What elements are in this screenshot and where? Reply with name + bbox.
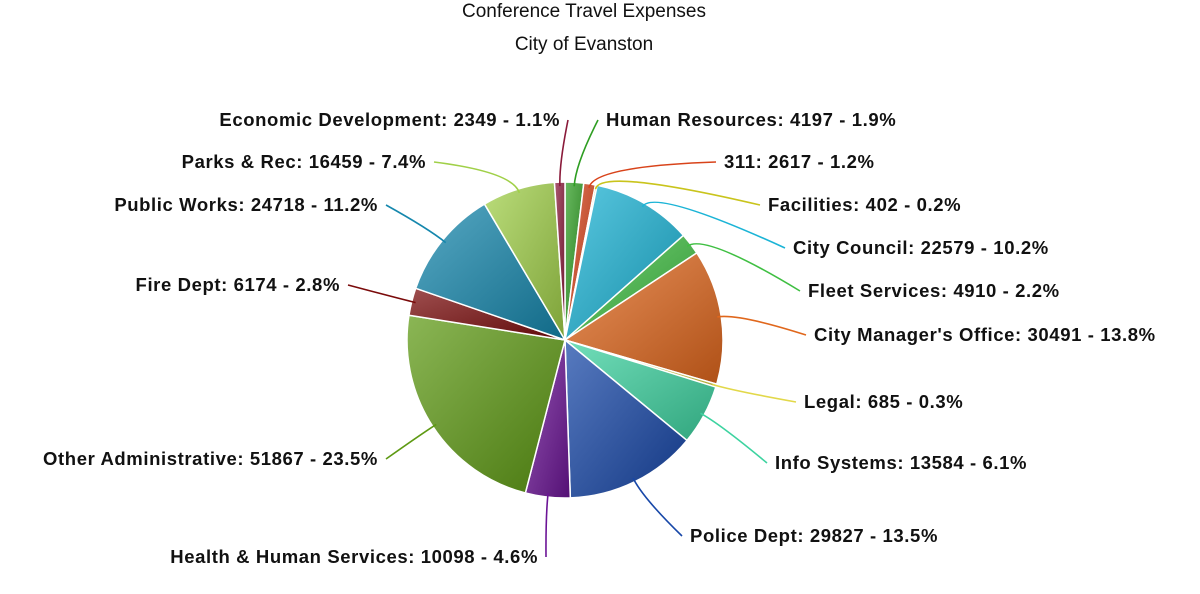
leader-line-public-works (385, 204, 447, 244)
slice-label-parks-rec: Parks & Rec: 16459 - 7.4% (182, 151, 426, 172)
leader-lines (347, 119, 807, 558)
leader-line-fire-dept (347, 284, 416, 304)
slice-label-economic-development: Economic Development: 2349 - 1.1% (219, 109, 560, 130)
leader-line-city-council (641, 201, 786, 249)
slice-label-police-dept: Police Dept: 29827 - 13.5% (690, 525, 938, 546)
slice-label-311: 311: 2617 - 1.2% (724, 151, 875, 172)
leader-line-police-dept (632, 477, 683, 537)
slice-label-legal: Legal: 685 - 0.3% (804, 391, 963, 412)
leader-line-other-administrative (385, 423, 437, 460)
slice-label-fire-dept: Fire Dept: 6174 - 2.8% (136, 274, 340, 295)
slice-label-city-council: City Council: 22579 - 10.2% (793, 237, 1049, 258)
leader-line-facilities (594, 180, 761, 206)
slice-label-public-works: Public Works: 24718 - 11.2% (114, 194, 378, 215)
slice-label-fleet-services: Fleet Services: 4910 - 2.2% (808, 280, 1060, 301)
leader-line-human-resources (573, 119, 599, 187)
chart-title: Conference Travel Expenses (462, 1, 706, 22)
leader-line-economic-development (559, 119, 569, 187)
leader-line-legal (712, 383, 797, 403)
slice-label-city-manager-s-office: City Manager's Office: 30491 - 13.8% (814, 324, 1156, 345)
pie-slices (406, 181, 724, 499)
leader-line-info-systems (700, 412, 768, 464)
slice-labels: Human Resources: 4197 - 1.9% 311: 2617 - … (43, 109, 1156, 567)
pie-slice-city-council[interactable] (563, 184, 685, 343)
slice-label-human-resources: Human Resources: 4197 - 1.9% (606, 109, 896, 130)
slice-label-facilities: Facilities: 402 - 0.2% (768, 194, 961, 215)
slice-label-health-human-services: Health & Human Services: 10098 - 4.6% (170, 546, 538, 567)
chart-subtitle: City of Evanston (515, 34, 653, 55)
leader-line-city-manager-s-office (717, 315, 807, 336)
slice-label-info-systems: Info Systems: 13584 - 6.1% (775, 452, 1027, 473)
leader-line-parks-rec (433, 161, 521, 194)
leader-line-health-human-services (545, 493, 549, 558)
leader-line-311 (588, 161, 717, 189)
slice-label-other-administrative: Other Administrative: 51867 - 23.5% (43, 448, 378, 469)
leader-line-fleet-services (686, 243, 801, 292)
